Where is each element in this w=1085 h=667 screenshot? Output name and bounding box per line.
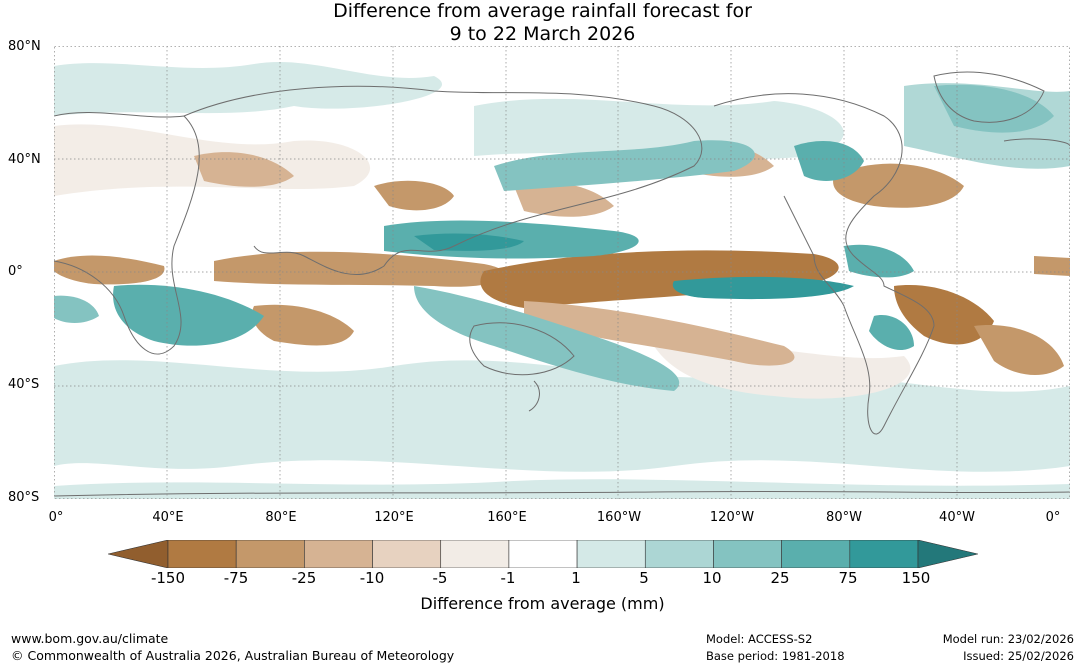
map-title: Difference from average rainfall forecas…	[0, 0, 1085, 46]
graticule	[54, 46, 1070, 499]
legend-swatches	[108, 540, 978, 568]
legend-label-1: 1	[571, 569, 581, 587]
legend-label-neg10: -10	[359, 569, 385, 587]
legend-swatch-3	[304, 540, 373, 568]
lat-label-40n: 40°N	[8, 152, 41, 167]
legend-title: Difference from average (mm)	[420, 594, 665, 613]
legend-swatch-7	[576, 540, 646, 568]
lat-label-0: 0°	[8, 264, 23, 279]
lat-label-80n: 80°N	[8, 39, 41, 54]
footer-dates: Model run: 23/02/2026 Issued: 25/02/2026	[943, 631, 1074, 665]
map-border	[54, 46, 1070, 499]
lon-label-80e: 80°E	[265, 510, 297, 525]
legend-label-neg75: -75	[223, 569, 249, 587]
legend-swatch-10	[781, 540, 851, 568]
legend-label-10: 10	[702, 569, 722, 587]
footer-base-period: Base period: 1981-2018	[706, 649, 845, 663]
legend-swatch-9	[713, 540, 782, 568]
lon-label-40w: 40°W	[939, 510, 975, 525]
lon-label-160e: 160°E	[487, 510, 527, 525]
legend-swatch-4	[372, 540, 442, 568]
footer-model-run: Model run: 23/02/2026	[942, 632, 1074, 646]
legend-label-neg5: -5	[432, 569, 448, 587]
lon-label-120e: 120°E	[374, 510, 414, 525]
footer-model-info: Model: ACCESS-S2 Base period: 1981-2018	[706, 631, 845, 665]
lon-label-80w: 80°W	[826, 510, 862, 525]
lon-label-0-right: 0°	[1045, 510, 1061, 525]
legend-swatch-2	[235, 540, 305, 568]
lat-label-80s: 80°S	[8, 490, 40, 505]
wet-anomaly-zones	[54, 84, 1054, 391]
legend-label-150: 150	[901, 569, 931, 587]
lon-label-40e: 40°E	[152, 510, 184, 525]
lon-label-160w: 160°W	[596, 510, 642, 525]
legend-swatch-6	[508, 540, 578, 568]
legend-swatch-1	[167, 540, 237, 568]
footer-copyright: © Commonwealth of Australia 2026, Austra…	[11, 648, 455, 663]
legend-swatch-min-arrow	[108, 540, 169, 568]
legend-swatch-8	[644, 540, 714, 568]
coastlines	[54, 71, 1070, 497]
lon-label-120w: 120°W	[709, 510, 755, 525]
footer-issued: Issued: 25/02/2026	[963, 649, 1074, 663]
footer-left: www.bom.gov.au/climate © Commonwealth of…	[11, 630, 454, 664]
map-title-line1: Difference from average rainfall forecas…	[333, 0, 752, 22]
lat-label-40s: 40°S	[8, 377, 40, 392]
legend-swatch-max-arrow	[917, 540, 978, 568]
legend-label-neg25: -25	[291, 569, 317, 587]
rainfall-map	[54, 46, 1070, 499]
legend-label-neg1: -1	[500, 569, 516, 587]
legend-label-neg150: -150	[150, 569, 186, 587]
legend-swatch-5	[440, 540, 510, 568]
footer-model: Model: ACCESS-S2	[706, 632, 813, 646]
legend-label-5: 5	[639, 569, 649, 587]
footer-website: www.bom.gov.au/climate	[11, 631, 169, 646]
legend-colorbar	[108, 540, 978, 568]
lon-label-0-left: 0°	[48, 510, 64, 525]
legend-swatch-11	[849, 540, 919, 568]
legend-label-75: 75	[838, 569, 858, 587]
legend-label-25: 25	[770, 569, 790, 587]
map-title-line2: 9 to 22 March 2026	[449, 23, 636, 45]
dry-anomaly-zones	[54, 142, 1070, 376]
